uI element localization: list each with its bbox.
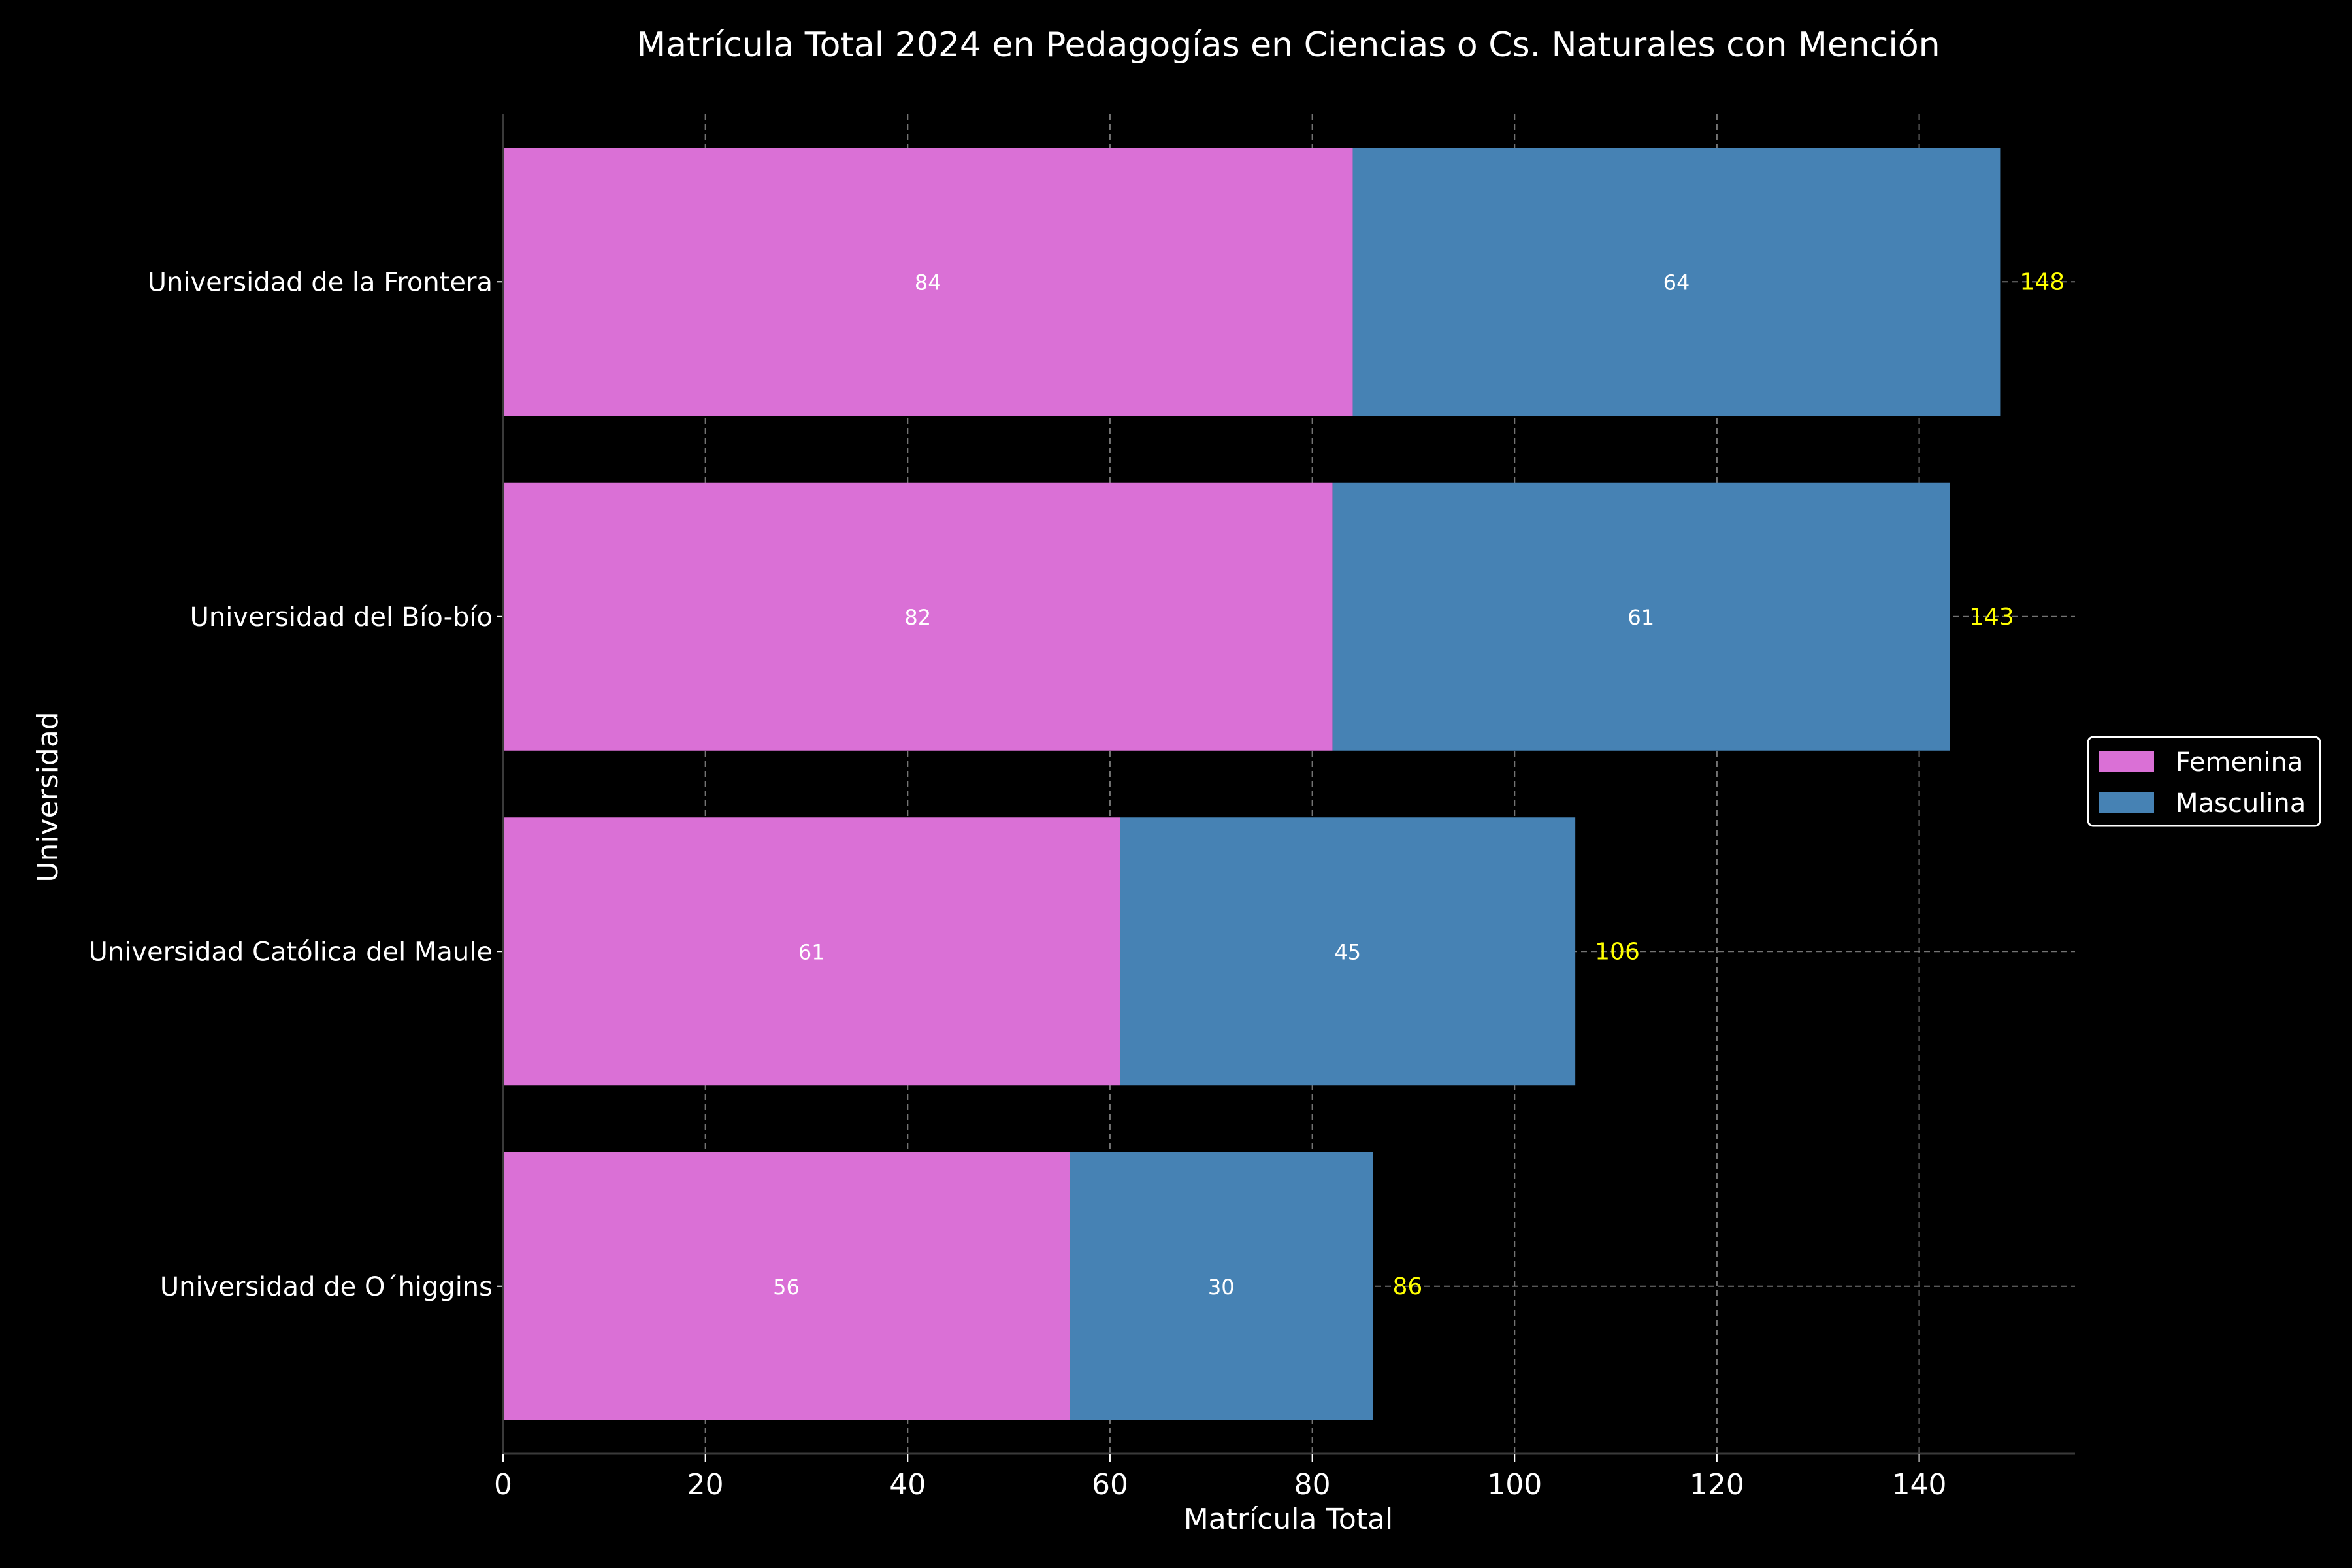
total-label: 143 xyxy=(1969,604,2014,630)
legend-swatch-masculina xyxy=(2099,792,2154,813)
data-label-femenina: 61 xyxy=(798,939,825,964)
data-label-masculina: 64 xyxy=(1663,270,1690,295)
legend-swatch-femenina xyxy=(2099,751,2154,772)
axes: Universidad de la Frontera Universidad de… xyxy=(89,114,2075,1501)
data-label-femenina: 82 xyxy=(904,605,931,630)
x-tick-label: 100 xyxy=(1487,1468,1542,1501)
x-tick-label: 60 xyxy=(1092,1468,1128,1501)
x-tick-label: 120 xyxy=(1690,1468,1744,1501)
x-axis-label: Matrícula Total xyxy=(1184,1503,1394,1536)
bar-masculina-universidad-del-bio-bio xyxy=(1332,482,1950,751)
bar-femenina-universidad-del-bio-bio xyxy=(503,482,1333,751)
x-tick-label: 0 xyxy=(494,1468,512,1501)
legend-label-masculina: Masculina xyxy=(2176,789,2306,819)
data-label-femenina: 56 xyxy=(773,1275,800,1299)
data-label-masculina: 45 xyxy=(1334,939,1361,964)
x-tick-label: 80 xyxy=(1294,1468,1331,1501)
bar-masculina-universidad-de-la-frontera xyxy=(1352,148,2001,416)
data-label-femenina: 84 xyxy=(915,270,941,295)
bar-femenina-universidad-de-o-higgins xyxy=(503,1152,1070,1420)
bar-femenina-universidad-de-la-frontera xyxy=(503,148,1353,416)
x-tick-label: 140 xyxy=(1892,1468,1947,1501)
total-label: 86 xyxy=(1393,1273,1423,1300)
y-tick-label: Universidad de la Frontera xyxy=(148,267,493,297)
bar-labels: 84 64 148 82 61 143 61 45 106 56 30 86 xyxy=(773,269,2065,1300)
bar-masculina-universidad-catolica-del-maule xyxy=(1120,817,1576,1086)
legend: Femenina Masculina xyxy=(2087,736,2321,827)
y-tick-label: Universidad de O´higgins xyxy=(160,1272,493,1302)
bar-femenina-universidad-catolica-del-maule xyxy=(503,817,1120,1086)
y-tick-label: Universidad del Bío-bío xyxy=(190,602,493,632)
data-label-masculina: 61 xyxy=(1627,605,1654,630)
x-tick-label: 40 xyxy=(889,1468,926,1501)
y-tick-label: Universidad Católica del Maule xyxy=(89,937,493,967)
total-label: 148 xyxy=(2019,269,2065,295)
bar-masculina-universidad-de-o-higgins xyxy=(1070,1152,1373,1420)
y-axis-label: Universidad xyxy=(31,711,65,883)
legend-label-femenina: Femenina xyxy=(2176,747,2303,777)
data-label-masculina: 30 xyxy=(1208,1275,1235,1299)
x-tick-label: 20 xyxy=(687,1468,724,1501)
total-label: 106 xyxy=(1595,938,1640,965)
chart-title: Matrícula Total 2024 en Pedagogías en Ci… xyxy=(636,25,1940,65)
bars xyxy=(503,148,2001,1420)
